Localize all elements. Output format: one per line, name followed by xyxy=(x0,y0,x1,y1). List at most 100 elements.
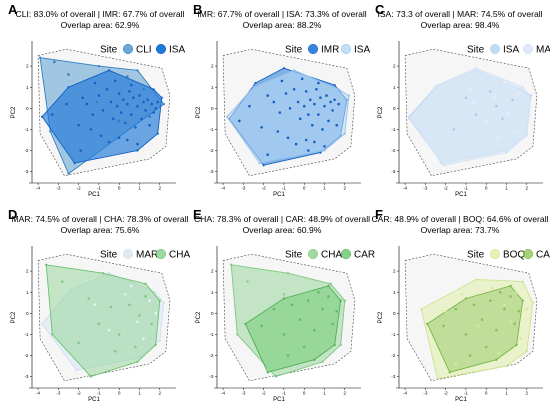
x-tick-label: -3 xyxy=(423,186,428,191)
point-isa xyxy=(464,96,468,99)
point-isa xyxy=(122,98,125,102)
hull-vertex-mar xyxy=(158,339,161,342)
point-isa xyxy=(109,100,113,104)
hull-vertex-cli xyxy=(136,69,139,72)
point-isa xyxy=(501,117,504,121)
point-imr xyxy=(325,94,328,97)
point-imr xyxy=(309,98,312,102)
point-boq xyxy=(509,320,512,324)
x-tick-label: 2 xyxy=(158,391,161,396)
legend-label-imr: IMR xyxy=(321,45,339,56)
legend-label-boq: BOQ xyxy=(503,250,525,261)
point-car xyxy=(317,290,320,294)
x-tick-label: 1 xyxy=(138,186,141,191)
y-tick-label: -2 xyxy=(24,148,29,153)
panel-label: F xyxy=(375,207,383,222)
hull-vertex-isa xyxy=(160,96,163,99)
hull-vertex-cha xyxy=(89,375,92,378)
y-tick-label: -1 xyxy=(209,332,214,337)
y-tick-label: 2 xyxy=(211,269,214,274)
point-isa xyxy=(136,104,139,108)
legend-label-cha: CHA xyxy=(321,250,342,261)
point-cha xyxy=(113,350,117,353)
y-axis-label: PC2 xyxy=(196,106,202,118)
point-mar xyxy=(93,303,97,307)
point-imr xyxy=(323,104,326,108)
point-isa xyxy=(85,102,89,106)
point-mar xyxy=(107,328,111,332)
point-car xyxy=(298,318,302,321)
x-tick-label: 2 xyxy=(525,186,528,191)
hull-vertex-cha xyxy=(274,375,277,378)
point-car xyxy=(464,333,468,336)
y-axis-label: PC2 xyxy=(378,311,384,323)
y-tick-label: -1 xyxy=(209,127,214,132)
point-boq xyxy=(444,309,447,313)
legend-swatch-car xyxy=(522,248,534,260)
hull-vertex-imr xyxy=(254,81,257,85)
x-tick-label: 1 xyxy=(505,186,508,191)
point-car xyxy=(260,324,263,328)
point-isa xyxy=(65,102,68,106)
point-cha xyxy=(327,297,330,300)
hull-vertex-car xyxy=(426,322,429,325)
y-axis-label: PC2 xyxy=(196,311,202,323)
x-tick-label: 1 xyxy=(505,391,508,396)
hull-vertex-isa xyxy=(152,88,155,91)
x-tick-label: 1 xyxy=(323,391,326,396)
point-imr xyxy=(286,136,290,140)
hull-vertex-car xyxy=(244,322,247,325)
hull-vertex-mar xyxy=(525,134,528,137)
hull-vertex-isa xyxy=(67,86,70,89)
point-cli xyxy=(95,100,99,104)
y-tick-label: 0 xyxy=(211,106,214,111)
y-tick-label: 2 xyxy=(393,269,396,274)
hull-vertex-mar xyxy=(69,288,72,292)
point-cha xyxy=(87,297,91,300)
point-cha xyxy=(150,322,153,326)
y-tick-label: 2 xyxy=(26,64,29,69)
hull-vertex-mar xyxy=(436,83,439,87)
y-tick-label: -1 xyxy=(391,127,396,132)
point-imr xyxy=(333,98,336,102)
point-isa xyxy=(452,128,456,131)
hull-vertex-car xyxy=(509,284,512,287)
hull-vertex-boq xyxy=(474,278,478,281)
point-car xyxy=(509,295,512,298)
x-tick-label: 1 xyxy=(138,391,141,396)
point-car xyxy=(286,354,290,357)
point-imr xyxy=(317,81,320,85)
legend-label-isa: ISA xyxy=(354,45,370,56)
y-tick-label: 0 xyxy=(26,106,29,111)
point-mar xyxy=(148,299,151,302)
hull-vertex-boq xyxy=(420,307,423,311)
y-tick-label: -2 xyxy=(391,353,396,358)
hull-vertex-car xyxy=(327,284,330,287)
point-boq xyxy=(515,290,518,294)
point-imr xyxy=(280,79,284,83)
point-isa xyxy=(113,79,117,83)
point-mar xyxy=(517,92,520,95)
y-tick-label: 1 xyxy=(26,85,29,90)
y-tick-label: -1 xyxy=(391,332,396,337)
legend-title: Site xyxy=(467,250,485,261)
y-tick-label: -2 xyxy=(24,353,29,358)
point-cha xyxy=(109,305,113,309)
point-cli xyxy=(53,60,56,64)
point-car xyxy=(302,345,306,349)
point-mar xyxy=(130,284,133,288)
point-mar xyxy=(156,293,159,296)
hull-vertex-mar xyxy=(474,67,478,70)
point-imr xyxy=(294,142,298,146)
hull-vertex-boq xyxy=(505,364,508,368)
hull-vertex-car xyxy=(521,299,524,302)
point-isa xyxy=(93,81,97,85)
point-isa xyxy=(101,109,105,112)
point-isa xyxy=(154,107,157,110)
point-isa xyxy=(152,111,155,114)
x-tick-label: -1 xyxy=(97,391,102,396)
x-tick-label: 0 xyxy=(118,186,121,191)
hull-vertex-isa xyxy=(347,94,350,97)
